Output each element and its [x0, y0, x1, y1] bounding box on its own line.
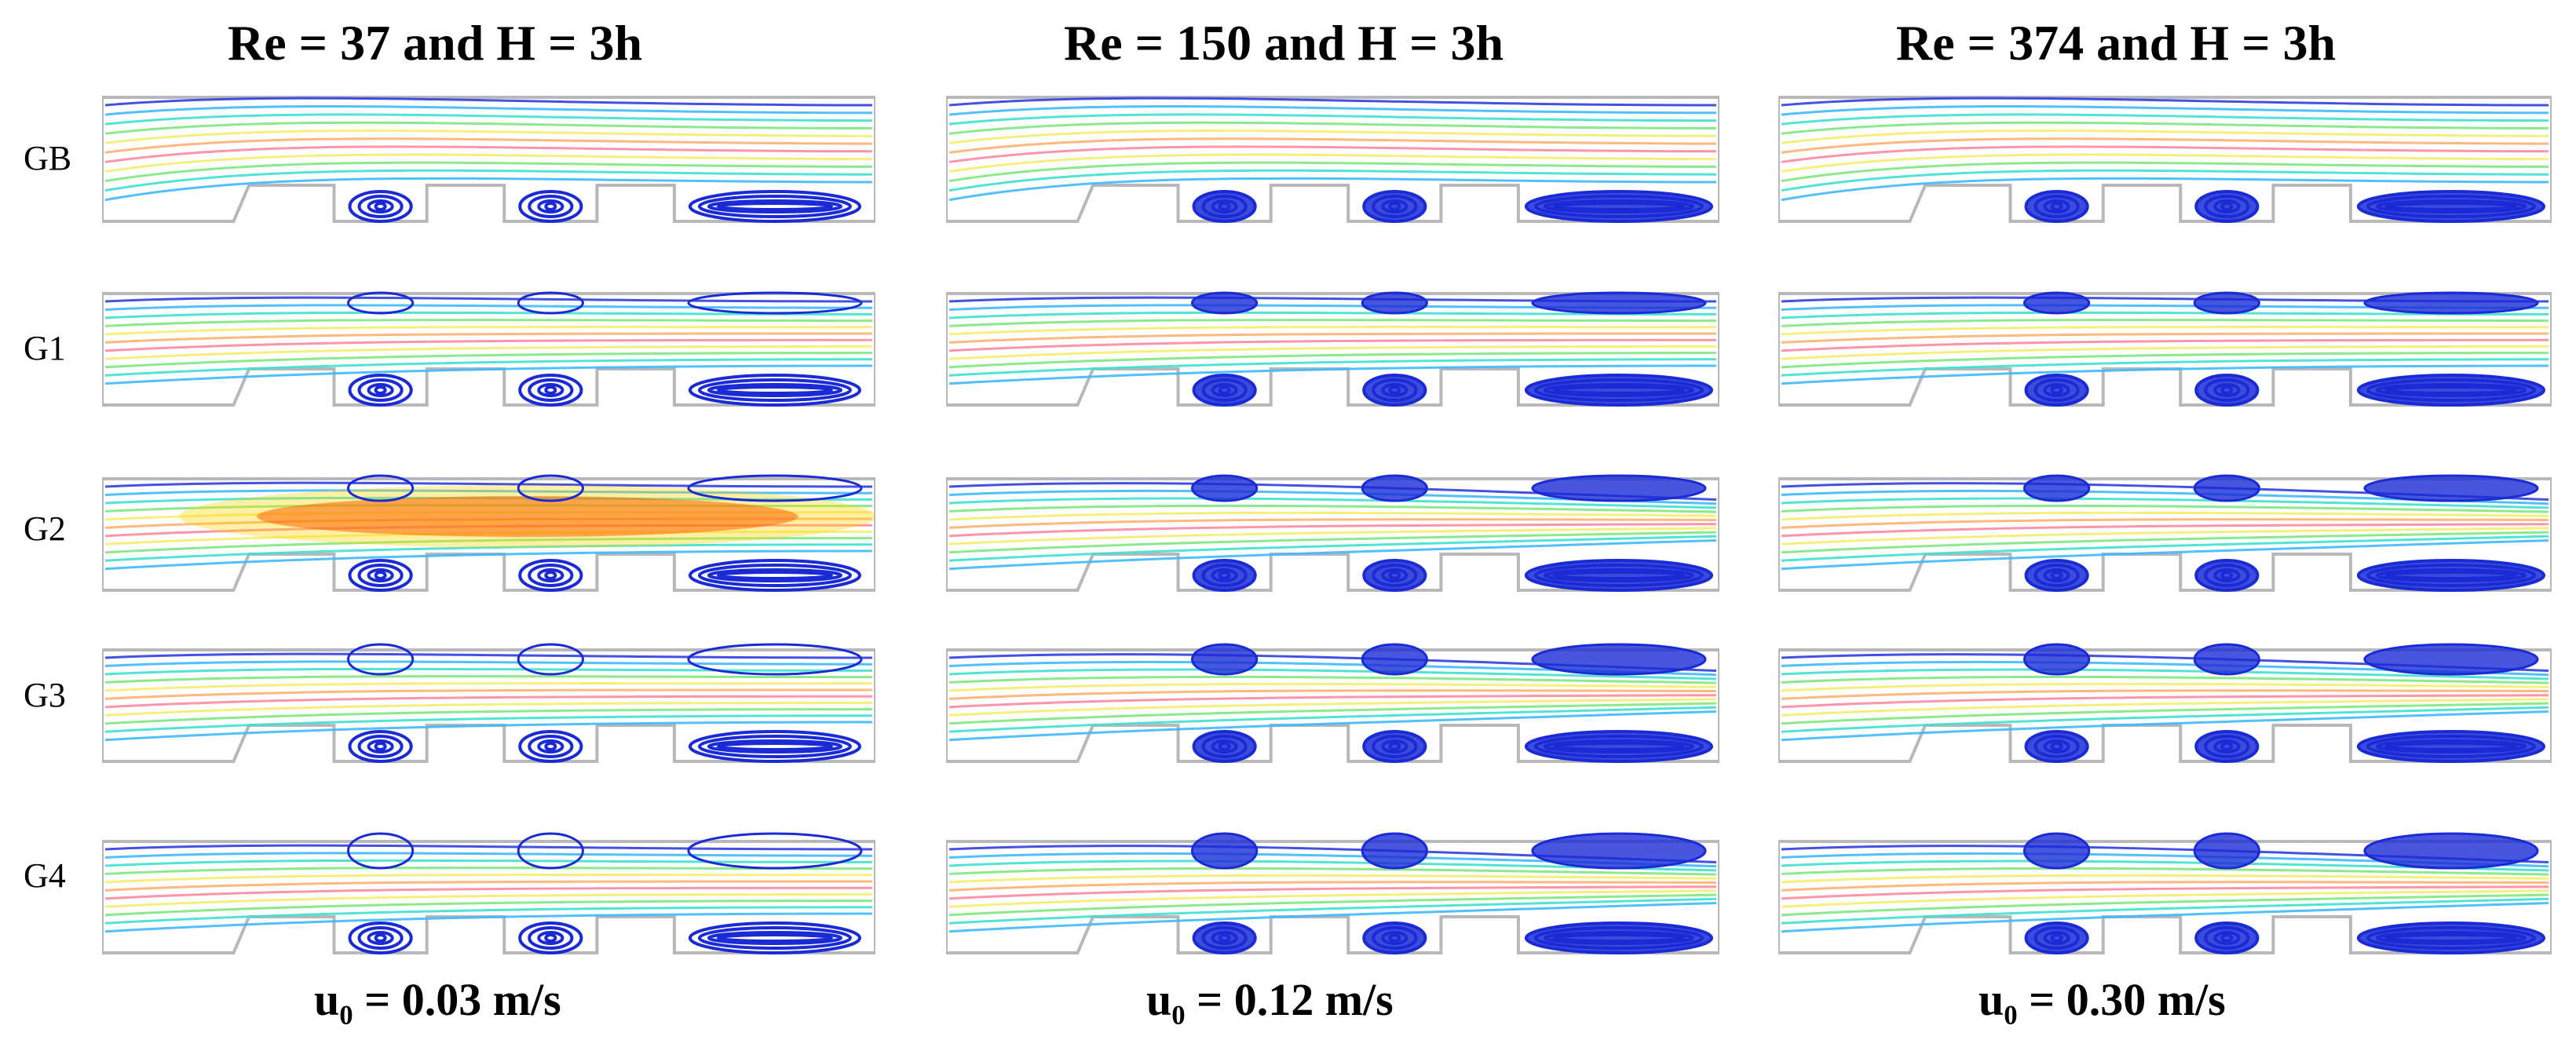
- streamline-panel-r0-c2: [1778, 96, 2552, 223]
- streamline-panel-r0-c1: [946, 96, 1719, 223]
- streamline-panel-r3-c1: [946, 643, 1719, 763]
- row-label-gb: GB: [24, 139, 72, 177]
- velocity-label-col3: u₀ = 0.30 m/s: [1979, 974, 2226, 1025]
- streamline-panel-r3-c2: [1778, 643, 2552, 763]
- velocity-label-col1: u₀ = 0.03 m/s: [314, 974, 561, 1025]
- streamline-panel-r0-c0: [102, 96, 875, 223]
- row-label-g1: G1: [24, 329, 66, 367]
- streamline-panel-r1-c0: [102, 291, 875, 407]
- streamline-panel-r2-c1: [946, 474, 1719, 592]
- streamline-panel-r3-c0: [102, 643, 875, 763]
- streamline-panel-r4-c0: [102, 832, 875, 954]
- column-title-re37: Re = 37 and H = 3h: [228, 15, 643, 71]
- streamline-panel-r1-c2: [1778, 291, 2552, 407]
- row-label-g3: G3: [24, 676, 66, 714]
- streamline-panel-r2-c0: [102, 474, 875, 592]
- streamline-panel-r4-c1: [946, 832, 1719, 954]
- row-label-g2: G2: [24, 509, 66, 548]
- column-title-re374: Re = 374 and H = 3h: [1896, 15, 2337, 71]
- column-title-re150: Re = 150 and H = 3h: [1064, 15, 1504, 71]
- velocity-label-col2: u₀ = 0.12 m/s: [1146, 974, 1394, 1025]
- row-label-g4: G4: [24, 856, 66, 895]
- streamline-panel-r1-c1: [946, 291, 1719, 407]
- streamline-panel-r4-c2: [1778, 832, 2552, 954]
- streamline-panel-r2-c2: [1778, 474, 2552, 592]
